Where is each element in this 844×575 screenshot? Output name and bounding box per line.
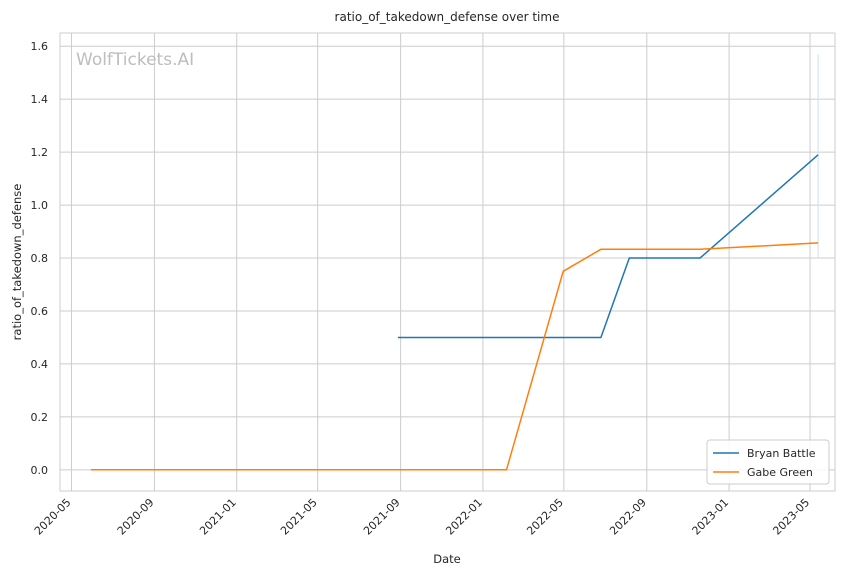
series-line-gabe-green (91, 242, 819, 471)
y-tick-label: 1.6 (31, 40, 49, 53)
series-line-bryan-battle (397, 154, 819, 339)
y-tick-label: 1.2 (31, 146, 49, 159)
y-tick-labels: 0.0 0.2 0.4 0.6 0.8 1.0 1.2 1.4 1.6 (31, 40, 49, 477)
y-tick-label: 1.4 (31, 93, 49, 106)
y-tick-label: 1.0 (31, 199, 49, 212)
x-axis-label: Date (433, 552, 461, 566)
watermark: WolfTickets.AI (76, 50, 194, 70)
chart-title: ratio_of_takedown_defense over time (335, 10, 560, 24)
legend-label: Bryan Battle (747, 447, 816, 460)
legend-box (706, 439, 830, 485)
y-tick-label: 0.8 (31, 252, 49, 265)
y-tick-label: 0.2 (31, 411, 49, 424)
y-tick-label: 0.0 (31, 464, 49, 477)
legend: Bryan Battle Gabe Green (706, 439, 830, 485)
series-lines (91, 154, 819, 471)
y-tick-label: 0.6 (31, 305, 49, 318)
plot-frame (59, 32, 836, 492)
legend-label: Gabe Green (747, 466, 813, 479)
y-axis-label: ratio_of_takedown_defense (10, 184, 24, 341)
y-tick-label: 0.4 (31, 358, 49, 371)
